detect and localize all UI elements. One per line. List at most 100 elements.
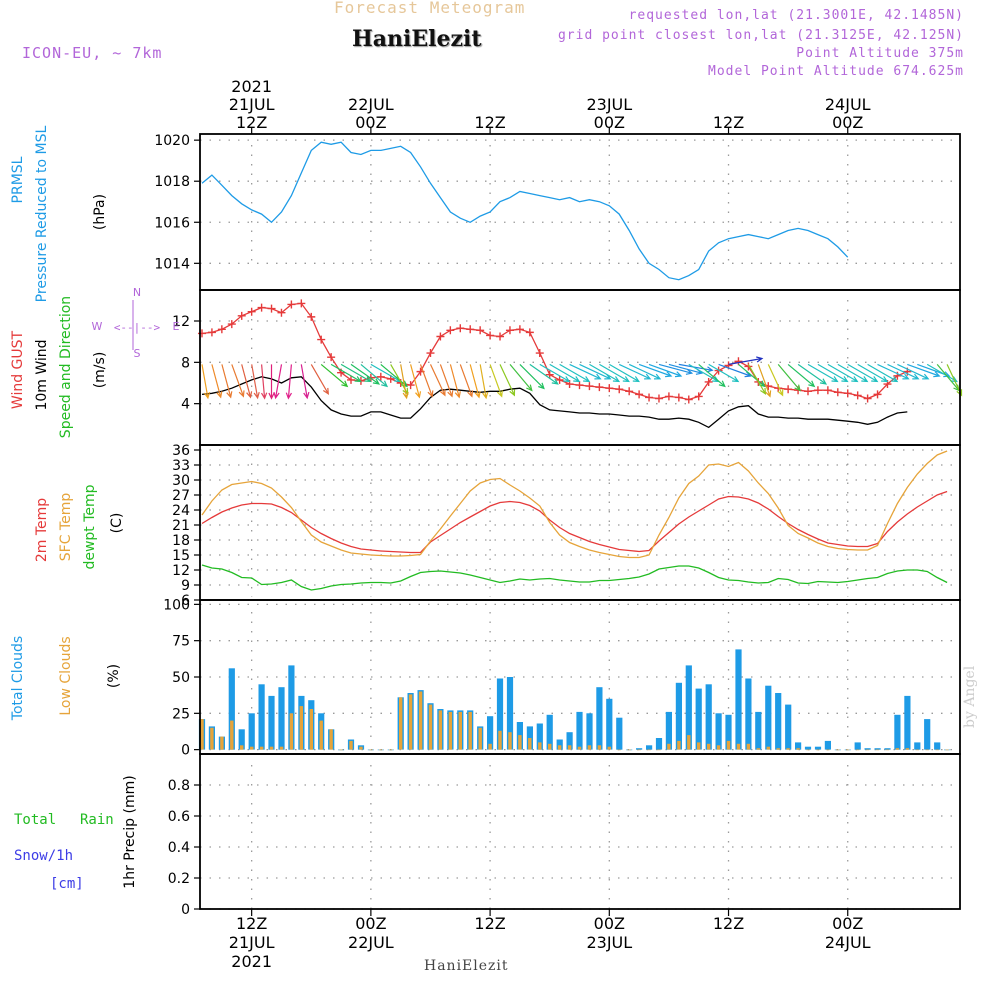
cloud-bar [259,746,264,750]
gust-point [486,331,495,340]
wind-direction-arrow [273,364,283,400]
panel-wind: 4 8 12 [172,289,963,446]
wind-direction-arrow [285,364,293,400]
cloud-bar [725,714,732,750]
y-tick-label: 21 [172,518,190,534]
wind-direction-arrow [529,363,559,385]
gust-point [823,386,832,395]
cloud-bar [637,749,641,751]
cloud-bar [836,749,840,751]
title-small: Forecast Meteogram [334,0,526,17]
y-tick-label: 18 [172,533,190,549]
cloud-bar [677,740,681,750]
series-line [201,564,948,591]
page-title: HaniElezit [352,26,482,52]
gust-point [277,308,286,317]
cloud-bar [636,748,643,750]
wind-direction-arrow [589,363,621,383]
temp-sfc-label: SFC Temp [58,493,74,562]
y-tick-label: 25 [172,706,190,722]
cloud-bar [824,740,831,750]
gust-point [635,390,644,399]
cloud-bar [816,749,820,751]
cloud-bar [894,714,901,750]
wind-direction-arrow [419,364,434,398]
wind-direction-arrow [797,363,828,385]
cloud-bar [607,746,611,750]
y-tick-label: 1014 [154,256,190,272]
gust-point [784,385,793,394]
cloud-bar [795,742,802,750]
y-tick-label: 0 [181,743,190,759]
wind-unit-label: (m/s) [92,352,108,389]
y-tick-label: 0.2 [168,871,190,887]
wind-direction-arrow [747,364,767,395]
wind-direction-arrow [867,363,899,383]
total-clouds-label: Total Clouds [10,636,26,721]
cloud-bar [707,743,711,750]
wind-direction-arrow [897,363,930,380]
cloud-bar [359,746,363,750]
y-tick-label: 1018 [154,174,190,190]
low-clouds-label: Low Clouds [58,636,74,715]
gust-point [674,393,683,402]
model-name: ICON-EU, ~ 7km [22,44,163,62]
y-tick-label: 6 [181,593,190,609]
gust-point [317,335,326,344]
cloud-bar [299,706,303,750]
series-line [201,141,849,281]
y-tick-label: 33 [172,458,190,474]
series-line [201,376,908,429]
cloud-bar [746,743,751,750]
gust-point [237,311,246,320]
wind-direction-arrow [569,363,602,380]
cloud-bar [914,742,921,750]
gust-point [813,386,822,395]
x-tick-label-top: 2021 [231,77,272,96]
cloud-bar [576,711,583,750]
wind-direction-arrow [231,364,245,398]
gust-point [207,328,216,337]
point-altitude: Point Altitude 375m [796,46,964,61]
wind-direction-arrow [330,363,362,383]
gust-point [426,349,435,358]
cloud-bar [905,748,910,750]
wind-direction-arrow [539,363,571,383]
panel-frame [199,753,961,910]
wind-direction-arrow [926,363,958,383]
x-tick-label-bottom: 12Z [474,914,505,933]
cloud-bar [269,746,274,750]
cloud-bar [925,749,929,751]
x-tick-label-top: 23JUL [586,95,632,114]
x-tick-label-top: 12Z [474,113,505,132]
wind-direction-arrow [300,364,310,400]
requested-location: requested lon,lat (21.3001E, 42.1485N) [628,8,964,23]
x-tick-label-top: 12Z [713,113,744,132]
panel-frame [199,289,961,446]
cloud-bar [864,748,871,750]
wind-direction-arrow [638,363,673,378]
y-tick-label: 15 [172,548,190,564]
cloud-bar [577,746,582,750]
cloud-bar [667,743,671,750]
cloud-bar [556,739,563,750]
cloud-bar [884,748,891,750]
cloud-bar [557,745,562,750]
precip-rain-label: Rain [80,812,114,828]
cloud-bar [765,685,772,750]
wind-direction-arrow [489,364,503,398]
cloud-bar [776,748,780,750]
wind-direction-arrow [787,363,816,388]
cloud-bar [238,729,245,750]
wind-direction-arrow [609,363,640,383]
gust-point [257,303,266,312]
x-tick-label-top: 00Z [594,113,625,132]
cloud-bar [865,749,870,751]
cloud-bar [418,691,423,750]
cloud-bar [934,742,941,750]
gust-point [645,393,654,402]
gust-point [744,362,753,371]
gust-point [376,372,385,381]
